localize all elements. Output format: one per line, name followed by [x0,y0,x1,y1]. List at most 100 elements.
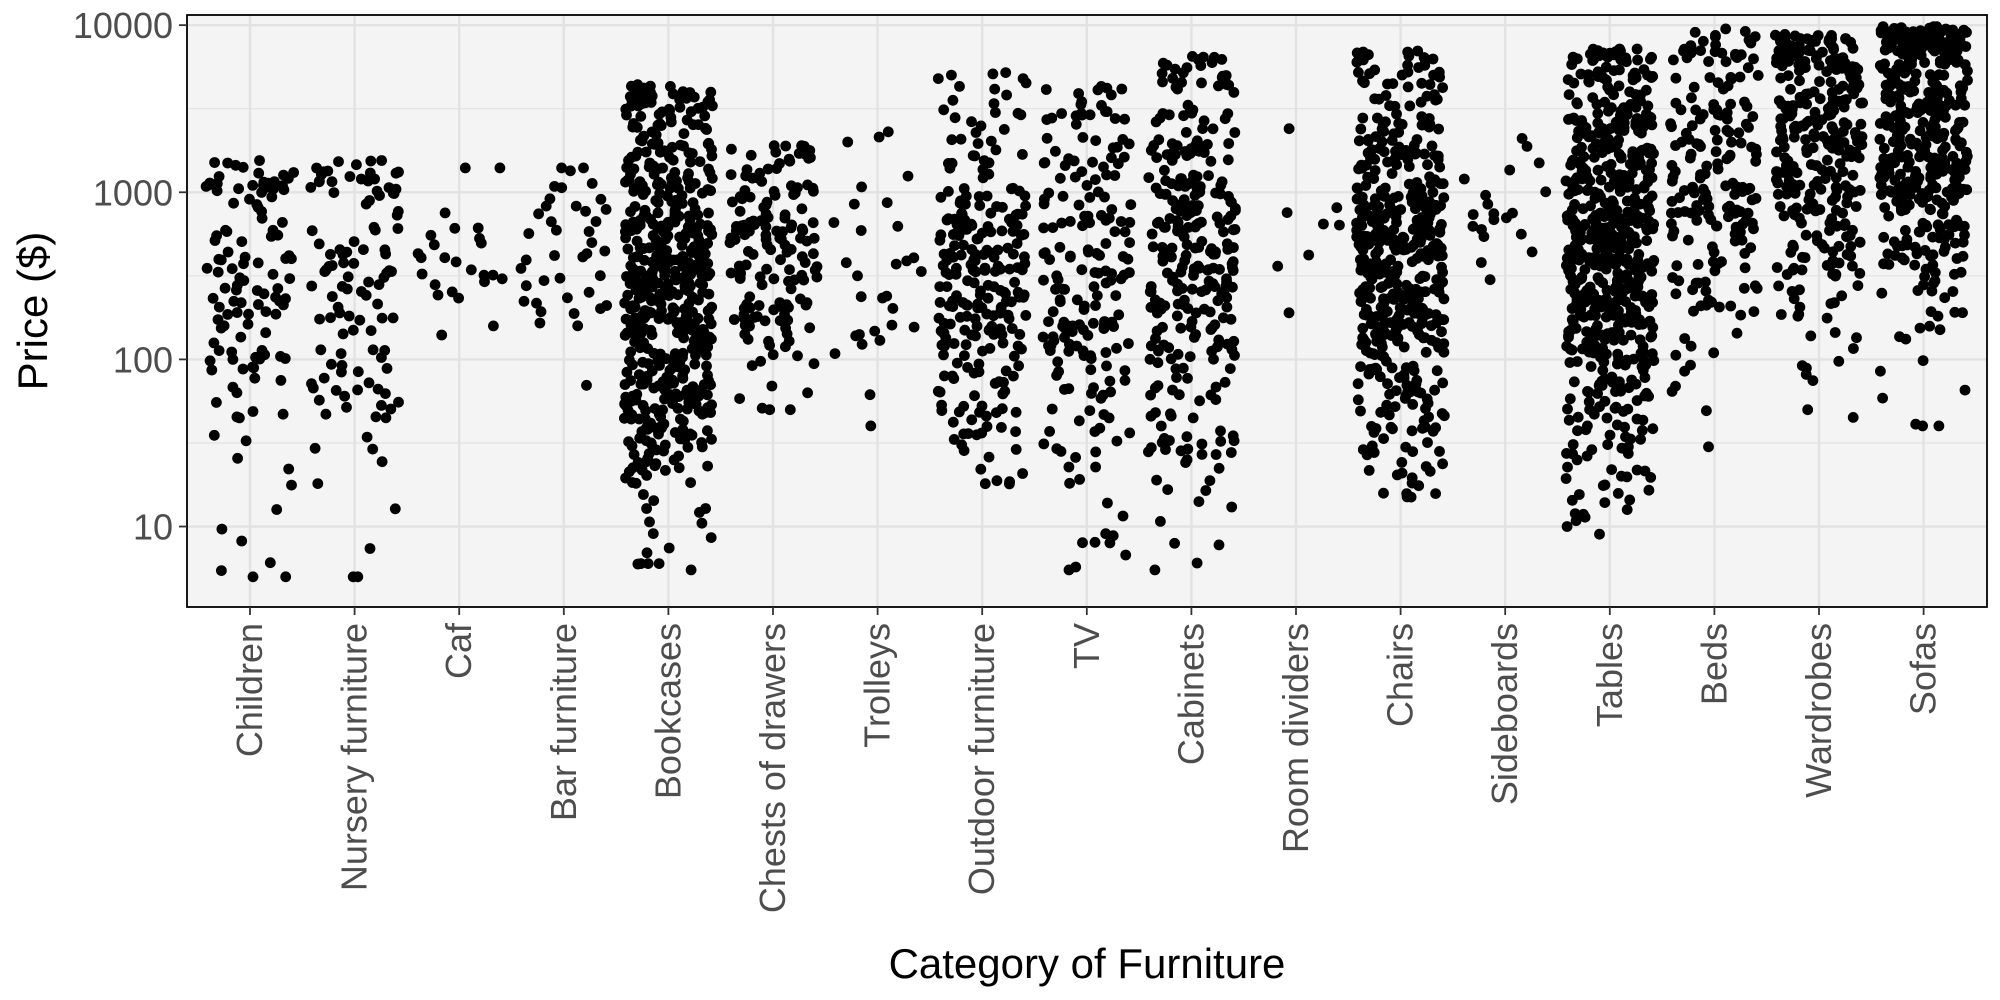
data-point-tables [1640,359,1652,371]
data-point-bookcases [621,271,632,282]
data-point-chests-of-drawers [767,349,779,361]
data-point-tables [1639,390,1651,402]
data-point-tables [1581,326,1592,337]
data-point-bookcases [700,503,711,514]
data-point-chests-of-drawers [744,191,756,203]
data-point-bookcases [705,532,717,543]
data-point-chests-of-drawers [734,205,746,217]
data-point-wardrobes [1775,72,1787,84]
data-point-outdoor-furniture [957,297,969,308]
data-point-nursery-furniture [309,442,321,454]
data-point-beds [1750,193,1762,204]
data-point-chairs [1433,225,1445,236]
data-point-bar-furniture [572,320,584,332]
data-point-chairs [1413,480,1425,492]
data-point-beds [1665,118,1676,130]
data-point-nursery-furniture [363,377,375,389]
data-point-bookcases [621,327,633,339]
data-point-chests-of-drawers [805,152,816,164]
data-point-nursery-furniture [365,155,377,167]
data-point-beds [1688,305,1699,317]
data-point-wardrobes [1771,146,1782,158]
data-point-sofas [1883,259,1895,270]
data-point-tables [1567,316,1579,328]
data-point-cabinets [1196,77,1207,89]
data-point-bookcases [652,207,664,219]
data-point-tv [1110,290,1122,301]
data-point-tables [1573,254,1585,266]
data-point-chairs [1428,69,1439,81]
data-point-tv [1054,172,1066,184]
data-point-cabinets [1228,435,1240,447]
data-point-chairs [1403,178,1415,190]
data-point-beds [1708,347,1720,359]
data-point-tables [1631,43,1643,55]
data-point-nursery-furniture [336,366,347,378]
data-point-chests-of-drawers [777,302,788,313]
data-point-wardrobes [1814,76,1825,87]
data-point-bookcases [623,155,634,166]
data-point-nursery-furniture [311,162,322,174]
data-point-bookcases [669,216,681,228]
data-point-outdoor-furniture [996,422,1007,433]
data-point-cabinets [1157,76,1168,88]
data-point-bookcases [676,240,688,251]
data-point-sofas [1914,322,1926,334]
data-point-chests-of-drawers [734,191,746,203]
data-point-cabinets [1145,301,1157,313]
data-point-chairs [1431,365,1443,377]
data-point-tv [1104,375,1116,387]
data-point-tables [1638,64,1650,75]
data-point-bookcases [706,433,717,445]
data-point-beds [1750,143,1762,155]
data-point-tv [1070,561,1082,573]
data-point-tables [1609,402,1621,414]
data-point-nursery-furniture [318,372,330,384]
data-point-bookcases [658,445,669,457]
data-point-sofas [1902,81,1914,92]
data-point-tables [1579,511,1591,523]
data-point-tv [1115,273,1127,285]
data-point-bar-furniture [538,275,550,286]
data-point-cabinets [1219,376,1231,388]
data-point-chairs [1357,322,1369,334]
data-point-nursery-furniture [376,352,387,363]
data-point-chairs [1437,266,1448,278]
data-point-bookcases [652,163,664,175]
data-point-tv [1059,332,1070,343]
data-point-outdoor-furniture [1020,200,1031,212]
data-point-cabinets [1196,449,1208,460]
data-point-bookcases [702,425,713,437]
data-point-tv [1058,316,1070,328]
data-point-bookcases [655,411,667,423]
data-point-tables [1592,388,1603,399]
data-point-bookcases [626,80,637,92]
data-point-children [280,293,291,305]
data-point-bookcases [687,119,699,131]
data-point-chests-of-drawers [811,271,823,283]
data-point-chairs [1425,208,1436,220]
data-point-outdoor-furniture [1020,77,1032,89]
data-point-bookcases [635,111,647,122]
data-point-tables [1575,68,1587,80]
data-point-sofas [1896,240,1908,252]
data-point-cabinets [1203,275,1215,287]
data-point-nursery-furniture [356,286,367,297]
data-point-outdoor-furniture [981,190,993,202]
data-point-chests-of-drawers [747,172,758,184]
data-point-chairs [1408,304,1420,316]
data-point-sofas [1878,142,1890,154]
data-point-outdoor-furniture [988,251,1000,263]
data-point-tv [1054,294,1066,306]
data-point-tables [1601,143,1613,155]
data-point-tables [1566,186,1578,197]
data-point-cabinets [1190,307,1202,319]
data-point-beds [1720,180,1732,192]
data-point-chairs [1368,261,1380,273]
data-point-wardrobes [1801,203,1813,215]
data-point-cabinets [1216,72,1228,83]
data-point-caf [465,264,477,276]
data-point-sofas [1880,111,1892,122]
data-point-tables [1592,117,1604,129]
data-point-bar-furniture [518,295,530,307]
